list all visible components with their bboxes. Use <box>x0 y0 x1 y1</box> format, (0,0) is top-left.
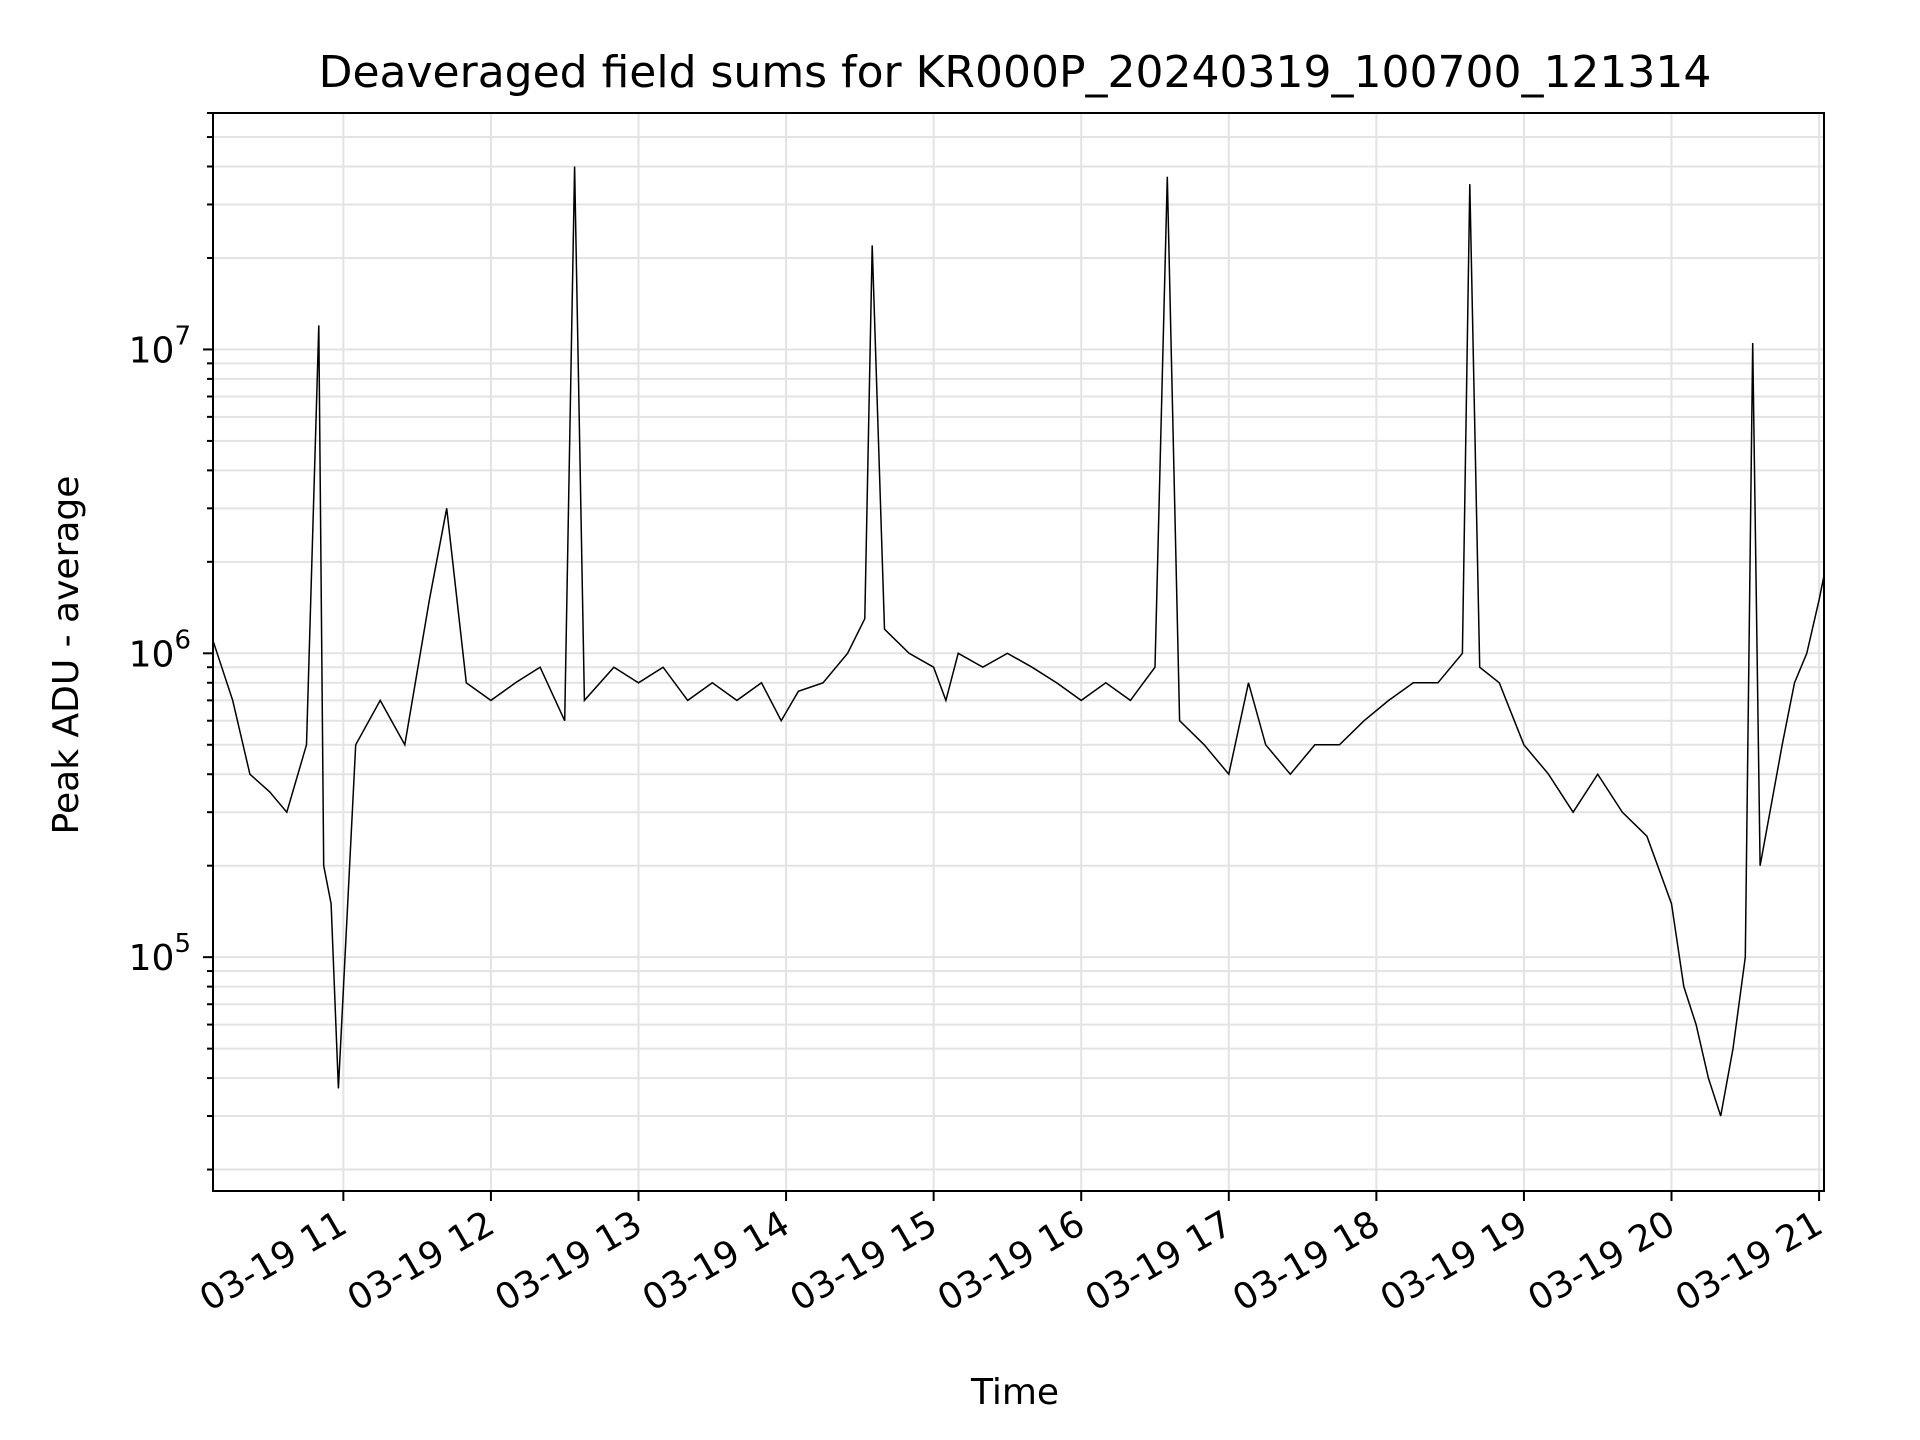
y-tick-label: 105 <box>129 929 191 979</box>
y-tick-label: 107 <box>129 321 191 371</box>
series-line-0 <box>212 166 1825 1117</box>
plot-frame <box>212 112 1825 1192</box>
y-tick-label: 106 <box>129 625 191 675</box>
y-axis-label: Peak ADU - average <box>46 476 87 835</box>
chart-title: Deaveraged field sums for KR000P_2024031… <box>319 47 1712 98</box>
y-tick-base: 10 <box>129 634 175 675</box>
y-tick-exponent: 7 <box>174 321 191 351</box>
y-tick-exponent: 6 <box>174 625 191 655</box>
y-tick-exponent: 5 <box>174 929 191 959</box>
y-tick-base: 10 <box>129 938 175 979</box>
series-layer <box>212 166 1825 1117</box>
y-tick-base: 10 <box>129 330 175 371</box>
grid <box>213 112 1824 1191</box>
x-axis-label: Time <box>970 1372 1059 1413</box>
